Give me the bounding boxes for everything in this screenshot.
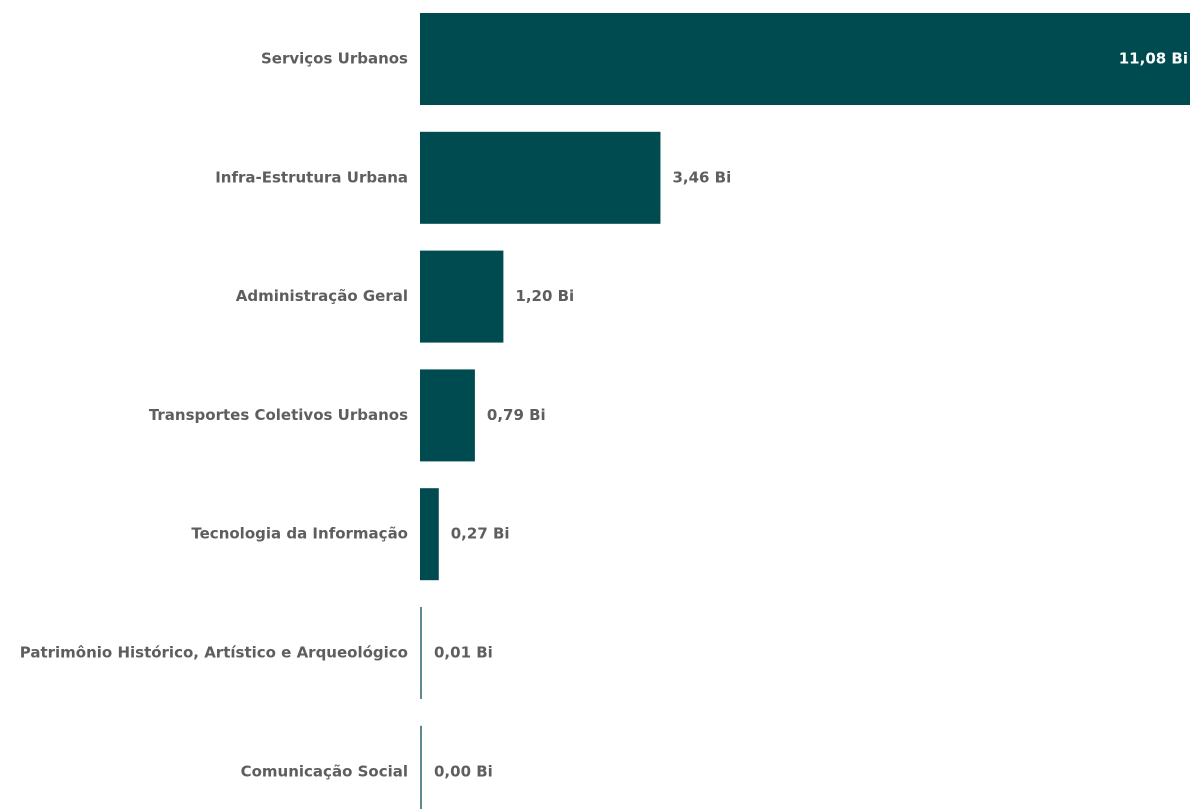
data-label: 1,20 Bi [515, 287, 574, 305]
data-label: 3,46 Bi [672, 168, 731, 186]
category-label: Transportes Coletivos Urbanos [149, 406, 408, 424]
bar[interactable] [420, 250, 504, 343]
category-label: Comunicação Social [241, 762, 408, 780]
bars [420, 13, 1190, 809]
category-label: Tecnologia da Informação [191, 525, 408, 543]
category-label: Infra-Estrutura Urbana [215, 168, 408, 186]
category-label: Administração Geral [236, 287, 408, 305]
category-label: Patrimônio Histórico, Artístico e Arqueo… [20, 644, 408, 662]
bar[interactable] [420, 369, 475, 462]
bar[interactable] [420, 725, 422, 809]
bar[interactable] [420, 13, 1190, 105]
category-label: Serviços Urbanos [261, 50, 408, 68]
value-labels: 11,08 Bi 3,46 Bi 1,20 Bi 0,79 Bi 0,27 Bi 0,01… [434, 50, 1188, 781]
bar[interactable] [420, 131, 661, 224]
data-label: 11,08 Bi [1119, 50, 1188, 68]
category-labels: Serviços Urbanos Infra-Estrutura Urbana Ad… [20, 50, 408, 781]
data-label: 0,27 Bi [451, 525, 510, 543]
bar[interactable] [420, 607, 422, 699]
data-label: 0,79 Bi [487, 406, 546, 424]
data-label: 0,01 Bi [434, 644, 493, 662]
data-label: 0,00 Bi [434, 762, 493, 780]
bar[interactable] [420, 488, 439, 581]
